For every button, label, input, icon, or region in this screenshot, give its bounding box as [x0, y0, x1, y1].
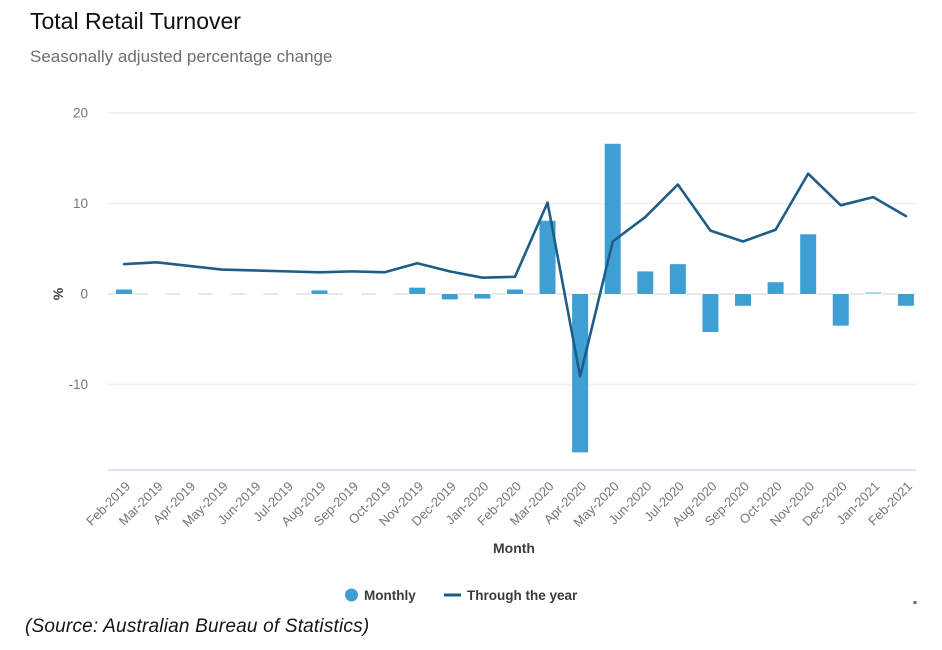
monthly-bar — [637, 271, 654, 294]
legend-item-through-the-year-label: Through the year — [467, 588, 578, 603]
monthly-bar — [441, 294, 458, 300]
monthly-bar — [311, 290, 328, 294]
legend-item-monthly-label: Monthly — [364, 588, 416, 603]
y-tick-label: 0 — [80, 287, 88, 302]
y-axis-title: % — [50, 287, 66, 300]
monthly-bar — [865, 292, 882, 294]
legend-item-through-the-year[interactable]: Through the year — [444, 588, 578, 603]
chart-title: Total Retail Turnover — [30, 8, 241, 34]
monthly-bar — [735, 294, 752, 306]
monthly-bar — [832, 294, 849, 326]
monthly-bar — [506, 289, 523, 294]
monthly-bar — [604, 143, 621, 294]
source-note: (Source: Australian Bureau of Statistics… — [25, 616, 370, 637]
monthly-bar — [897, 294, 914, 306]
y-tick-label: -10 — [68, 377, 88, 392]
legend: Monthly Through the year — [345, 588, 578, 603]
through-the-year-line — [122, 172, 908, 378]
monthly-bar — [669, 264, 686, 294]
watermark-dot — [913, 601, 917, 604]
legend-marker-circle-icon — [345, 588, 358, 602]
chart-subtitle: Seasonally adjusted percentage change — [30, 47, 333, 66]
y-tick-label: 10 — [73, 196, 88, 211]
monthly-bar — [702, 294, 719, 333]
x-axis-title: Month — [493, 540, 535, 556]
monthly-bar — [800, 234, 817, 294]
monthly-bar — [409, 287, 426, 294]
monthly-bar — [116, 289, 132, 294]
monthly-bar — [767, 282, 784, 294]
monthly-bar — [539, 220, 556, 294]
y-tick-label: 20 — [73, 106, 88, 121]
monthly-bar — [474, 294, 491, 299]
legend-item-monthly[interactable]: Monthly — [345, 588, 416, 603]
